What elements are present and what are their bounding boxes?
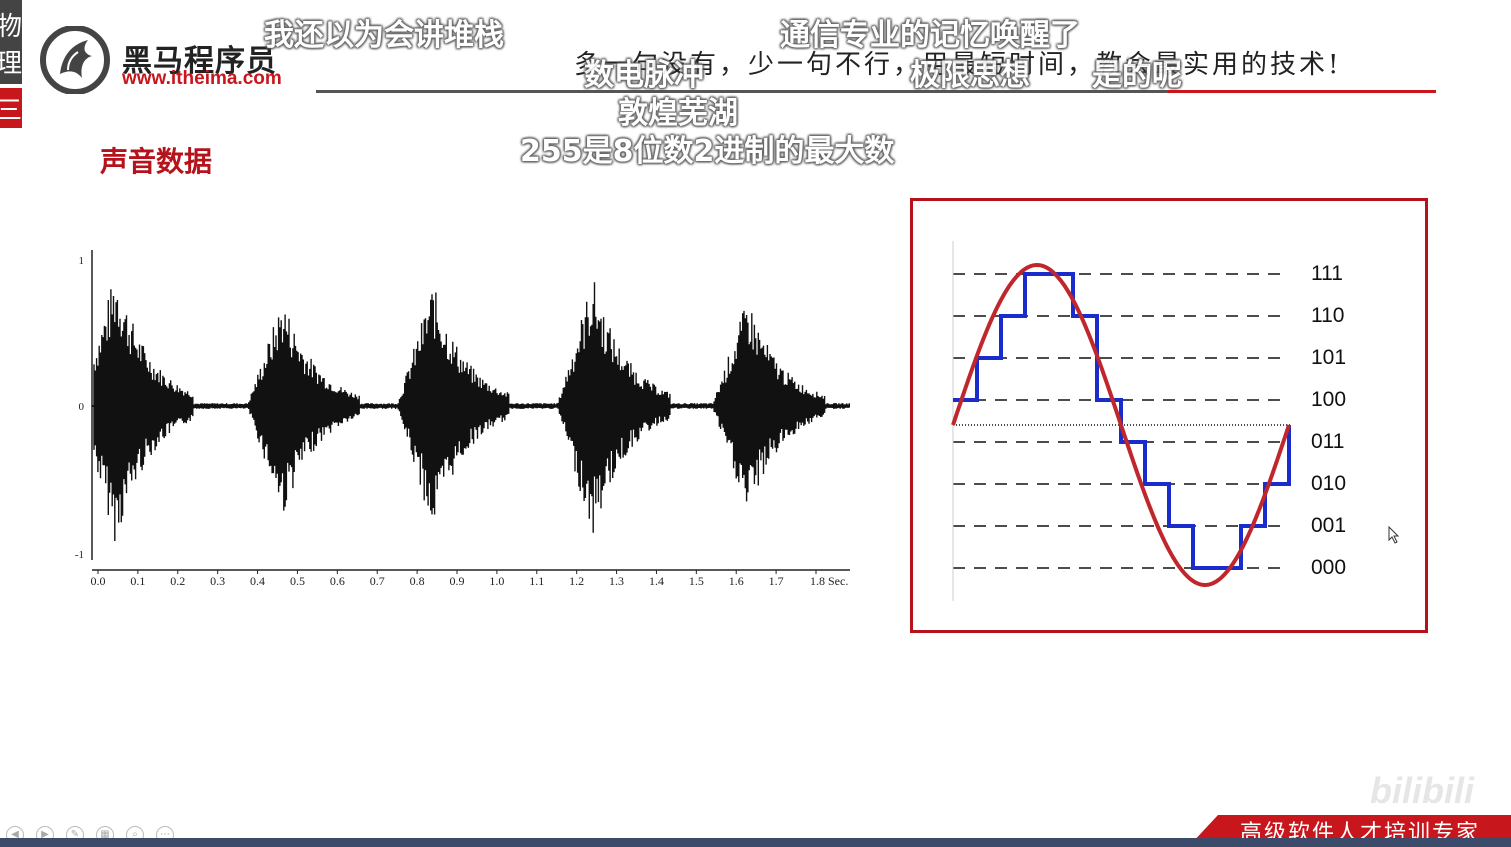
brand-url: www.itheima.com [122, 68, 282, 89]
waveform-path [93, 282, 850, 541]
quant-level-label: 011 [1311, 430, 1345, 453]
danmaku-comment: 数电脉冲 [584, 58, 704, 93]
danmaku-comment: 255是8位数2进制的最大数 [520, 134, 895, 169]
digital-step-signal [953, 272, 1291, 570]
quant-level-label: 100 [1311, 388, 1347, 411]
danmaku-comment: 我还以为会讲堆栈 [264, 18, 504, 53]
danmaku-comment: 敦煌芜湖 [618, 96, 738, 131]
quantization-figure: 111 110 101 100 011 010 001 000 [910, 198, 1428, 633]
horse-logo-icon [40, 26, 110, 94]
quant-level-label: 001 [1311, 514, 1347, 537]
waveform-signal [92, 282, 850, 541]
section-title: 声音数据 [100, 145, 213, 178]
audio-waveform: 1 0 -1 0.0 0.1 0.2 0.3 0.4 0.5 0.6 0.7 0.8 0.9 1.0 1.1… [75, 250, 850, 588]
x-tick-label: 1.4 [649, 574, 664, 588]
quant-level-label: 000 [1311, 556, 1347, 579]
x-tick-label: 0.8 [410, 574, 425, 588]
header-divider-accent [1168, 90, 1436, 93]
x-tick-label: 0.1 [130, 574, 145, 588]
analog-sine-signal [951, 262, 1291, 588]
quant-level-label: 111 [1311, 262, 1343, 285]
side-tab-three-label: 三 [0, 96, 23, 126]
y-tick-label: -1 [75, 549, 84, 561]
x-tick-label: 0.5 [290, 574, 305, 588]
x-tick-label: 0.9 [450, 574, 465, 588]
bilibili-watermark: bilibili [1370, 770, 1474, 811]
x-tick-label: 1.0 [489, 574, 504, 588]
x-tick-label: 0.4 [250, 574, 265, 588]
footer-banner [1190, 815, 1511, 845]
x-tick-label: 1.5 [689, 574, 704, 588]
side-tab-three[interactable]: 三 [0, 88, 22, 128]
y-tick-label: 0 [79, 401, 85, 413]
x-tick-label: 1.7 [769, 574, 784, 588]
header-divider [316, 90, 1168, 93]
brand-name: 黑马程序员 [122, 44, 277, 79]
danmaku-comment: 极限思想 [910, 58, 1030, 93]
quant-level-label: 101 [1311, 346, 1347, 369]
mouse-cursor-icon [1388, 526, 1400, 544]
quant-level-label: 110 [1311, 304, 1345, 327]
quantization-plot [951, 241, 1291, 601]
x-tick-label: 1.8 Sec. [810, 574, 848, 588]
x-tick-label: 1.3 [609, 574, 624, 588]
x-tick-label: 1.2 [569, 574, 584, 588]
x-tick-label: 0.2 [170, 574, 185, 588]
x-tick-label: 1.1 [529, 574, 544, 588]
waveform-tick-labels: 1 0 -1 0.0 0.1 0.2 0.3 0.4 0.5 0.6 0.7 0.8 0.9 1.0 1.1… [75, 255, 849, 588]
x-tick-label: 1.6 [729, 574, 744, 588]
danmaku-comment: 是的呢 [1092, 58, 1182, 93]
footer-bar [0, 838, 1511, 847]
x-tick-label: 0.6 [330, 574, 345, 588]
x-tick-label: 0.0 [91, 574, 106, 588]
side-tab-physics[interactable]: 物理 [0, 0, 22, 84]
quant-level-label: 010 [1311, 472, 1347, 495]
y-tick-label: 1 [79, 255, 85, 267]
danmaku-comment: 通信专业的记忆唤醒了 [780, 18, 1080, 53]
x-tick-label: 0.7 [370, 574, 385, 588]
x-tick-label: 0.3 [210, 574, 225, 588]
header-slogan: 多一句没有，少一句不行，用最短时间，教会最实用的技术! [574, 50, 1342, 80]
side-tab-physics-label: 物理 [0, 12, 23, 79]
